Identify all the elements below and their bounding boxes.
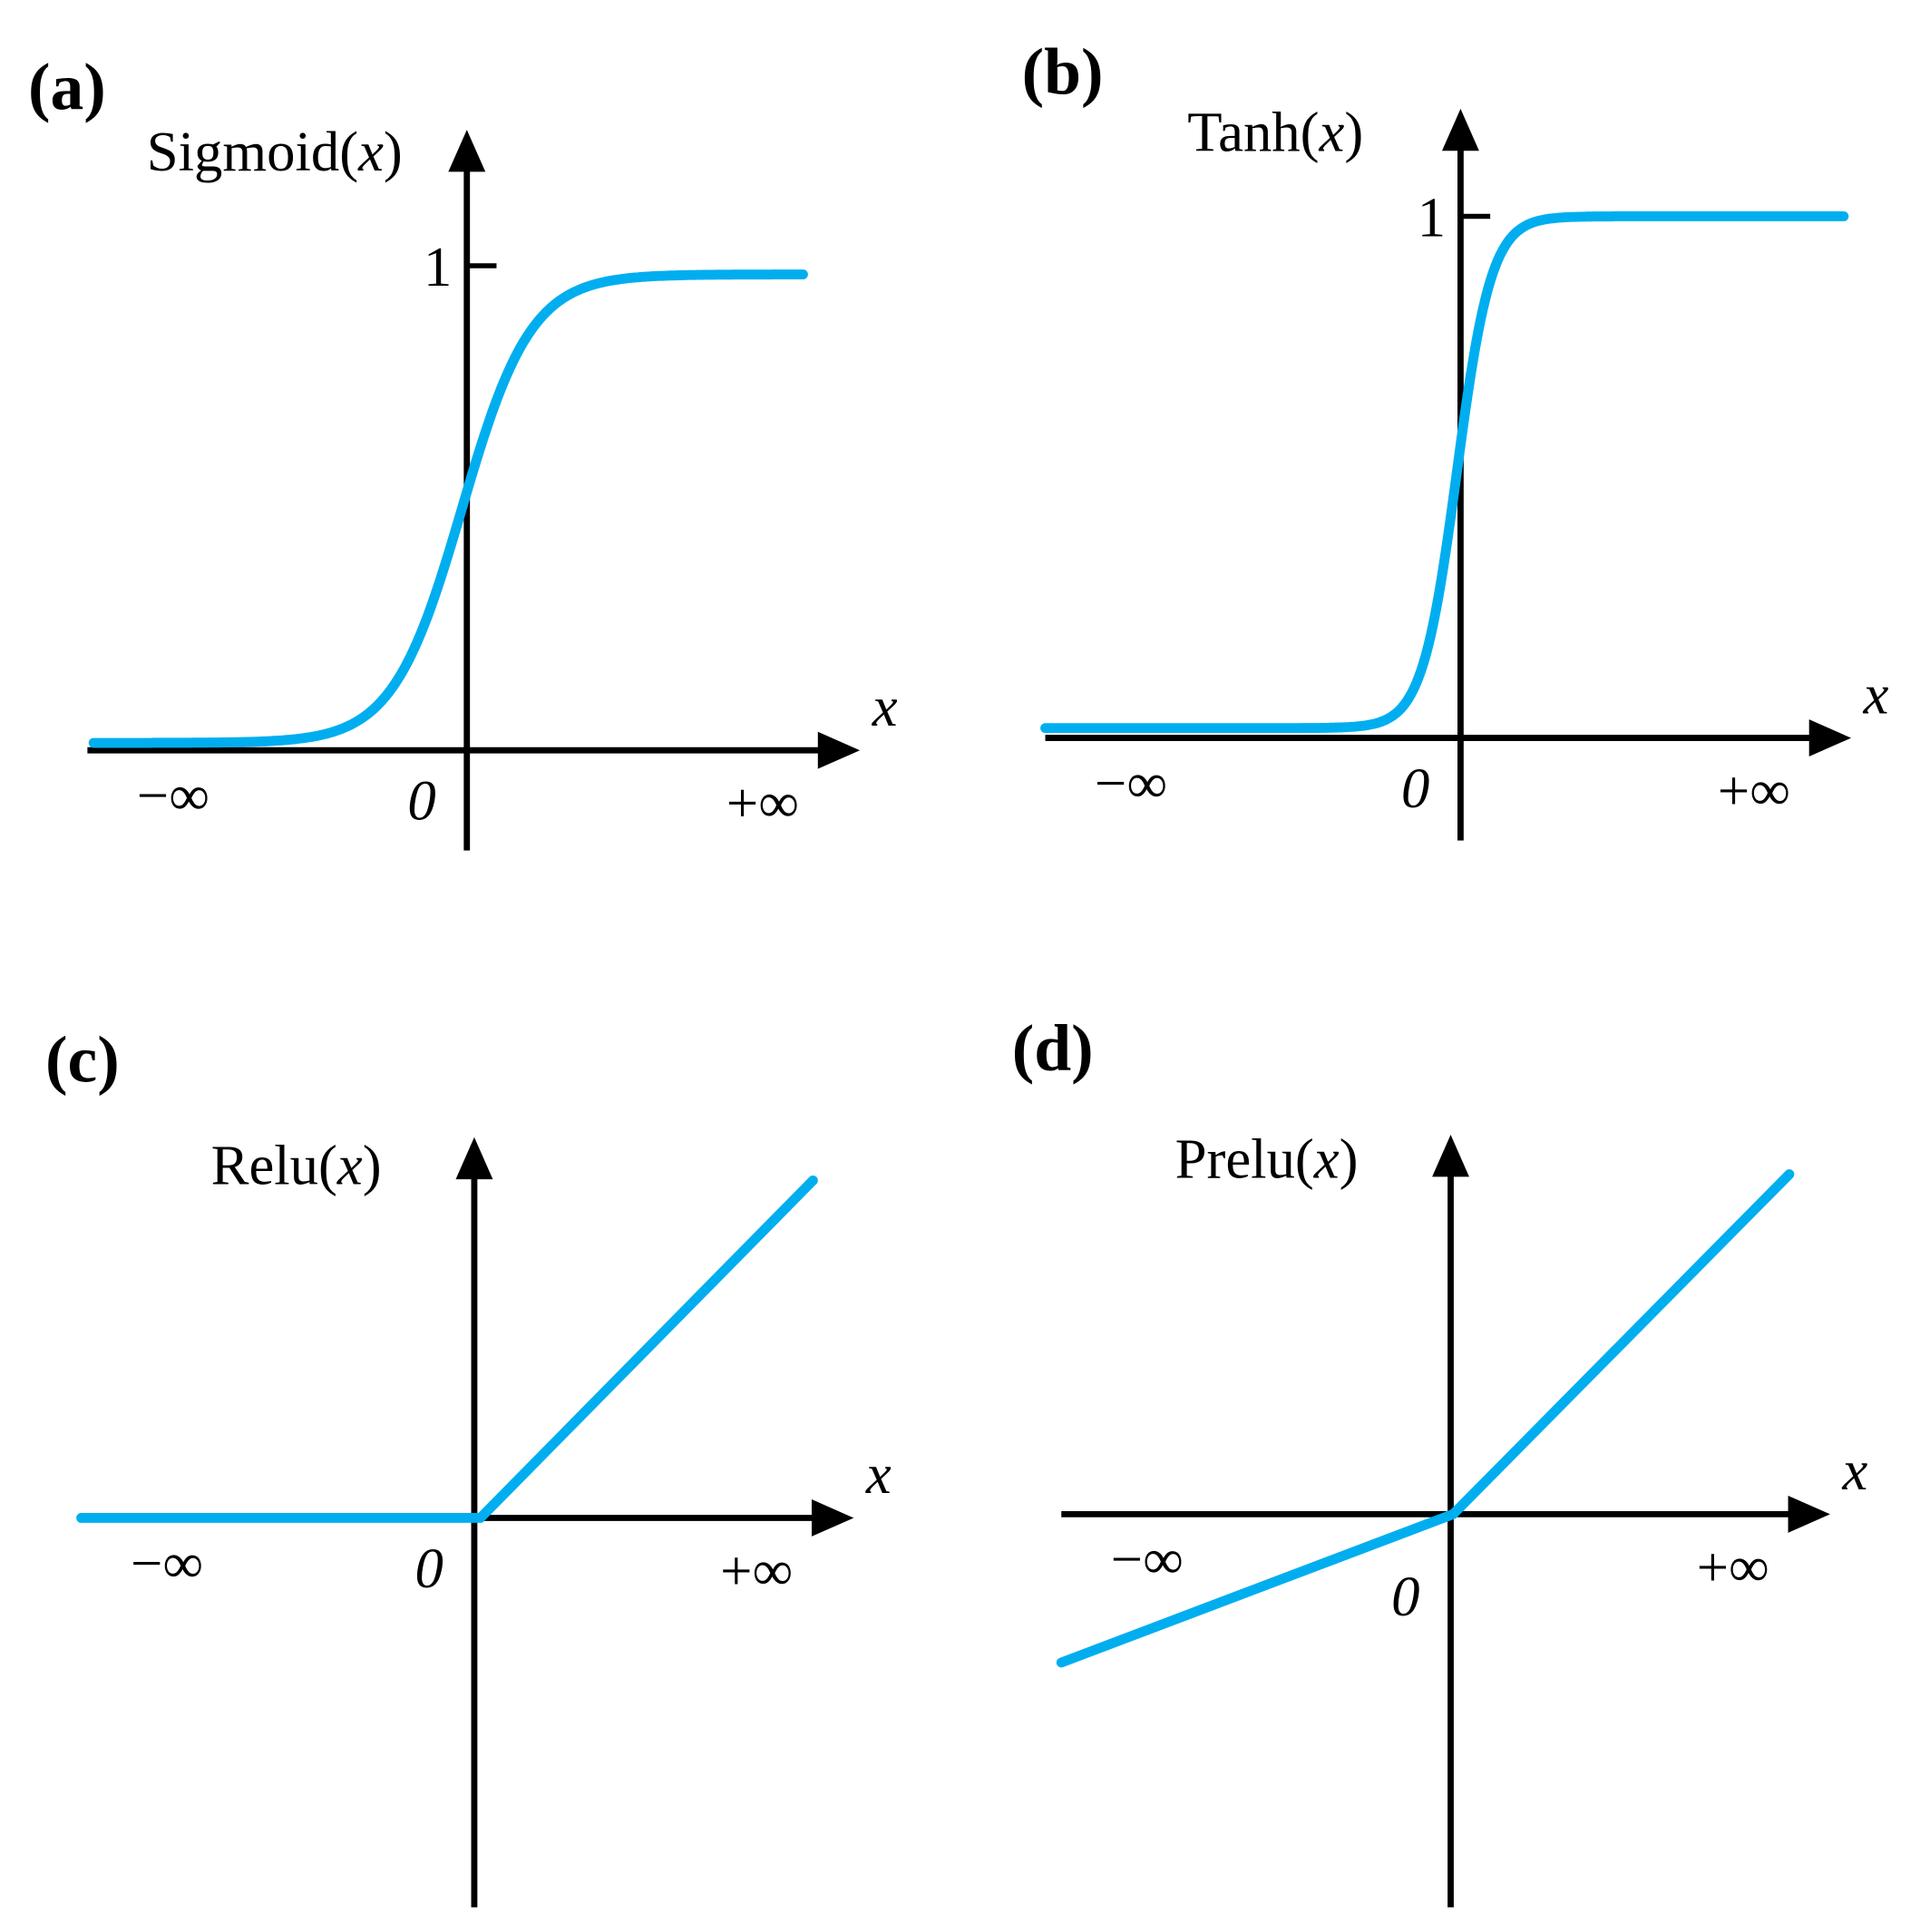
panel: (b)Tanh(x)1x−∞ 0 +∞ bbox=[1022, 34, 1889, 841]
activation-curve bbox=[1056, 1169, 1795, 1668]
pos-infinity: +∞ bbox=[720, 1539, 793, 1603]
pos-infinity: +∞ bbox=[1718, 759, 1790, 823]
activation-curve bbox=[88, 269, 808, 748]
origin-label: 0 bbox=[1391, 1565, 1419, 1628]
origin-label: 0 bbox=[407, 769, 435, 833]
panel: (a)Sigmoid(x)1x−∞ 0 +∞ bbox=[28, 49, 898, 851]
x-axis-label: x bbox=[1863, 662, 1889, 726]
activation-curve bbox=[76, 1175, 818, 1523]
pos-infinity: +∞ bbox=[1697, 1535, 1769, 1598]
y-axis-arrow bbox=[1432, 1135, 1469, 1177]
panel: (d)Prelu(x)x−∞0 +∞ bbox=[1012, 1010, 1868, 1908]
y-tick-label: 1 bbox=[1418, 185, 1446, 249]
panel-label: (d) bbox=[1012, 1010, 1094, 1085]
y-axis-label-part: ) bbox=[363, 1134, 382, 1197]
y-axis-label-part: Prelu( bbox=[1175, 1127, 1314, 1191]
y-tick-label: 1 bbox=[424, 235, 452, 298]
y-axis-label-part: Tanh( bbox=[1187, 100, 1319, 163]
x-axis-arrow bbox=[1808, 719, 1852, 757]
x-axis-arrow bbox=[817, 731, 861, 769]
pos-infinity: +∞ bbox=[726, 771, 799, 834]
y-axis-label: Tanh(x) bbox=[1187, 100, 1363, 163]
x-axis-label: x bbox=[1842, 1439, 1868, 1502]
neg-infinity: −∞ bbox=[1095, 751, 1167, 815]
y-axis-label: Sigmoid(x) bbox=[147, 120, 403, 183]
y-axis-arrow bbox=[448, 130, 486, 172]
y-axis-label-part: x bbox=[1319, 100, 1345, 163]
neg-infinity: −∞ bbox=[137, 764, 210, 827]
x-axis-label: x bbox=[872, 675, 898, 738]
panel-label: (a) bbox=[28, 49, 106, 123]
y-axis-label-part: ) bbox=[1340, 1127, 1359, 1191]
y-axis-label-part: ) bbox=[1344, 100, 1363, 163]
activation-curve bbox=[1040, 211, 1849, 734]
origin-label: 0 bbox=[1401, 756, 1429, 820]
neg-infinity: −∞ bbox=[1111, 1527, 1184, 1591]
y-axis-label-part: x bbox=[357, 120, 384, 183]
panel-label: (b) bbox=[1022, 34, 1104, 109]
origin-label: 0 bbox=[415, 1537, 443, 1600]
y-axis-label: Prelu(x) bbox=[1175, 1127, 1359, 1191]
panel-label: (c) bbox=[45, 1021, 120, 1096]
x-axis-label: x bbox=[865, 1442, 892, 1506]
y-axis-label-part: x bbox=[336, 1134, 363, 1197]
x-axis-arrow bbox=[811, 1499, 854, 1537]
y-axis-label-part: Relu( bbox=[211, 1134, 337, 1197]
y-axis-arrow bbox=[455, 1137, 493, 1180]
panel: (c)Relu(x)x−∞ 0 +∞ bbox=[45, 1021, 892, 1908]
y-axis-label-part: Sigmoid( bbox=[147, 120, 358, 183]
x-axis-arrow bbox=[1788, 1495, 1830, 1533]
y-axis-arrow bbox=[1441, 108, 1479, 151]
y-axis-label-part: x bbox=[1313, 1127, 1340, 1191]
y-axis-label: Relu(x) bbox=[211, 1134, 382, 1197]
y-axis-label-part: ) bbox=[384, 120, 403, 183]
neg-infinity: −∞ bbox=[131, 1531, 203, 1595]
